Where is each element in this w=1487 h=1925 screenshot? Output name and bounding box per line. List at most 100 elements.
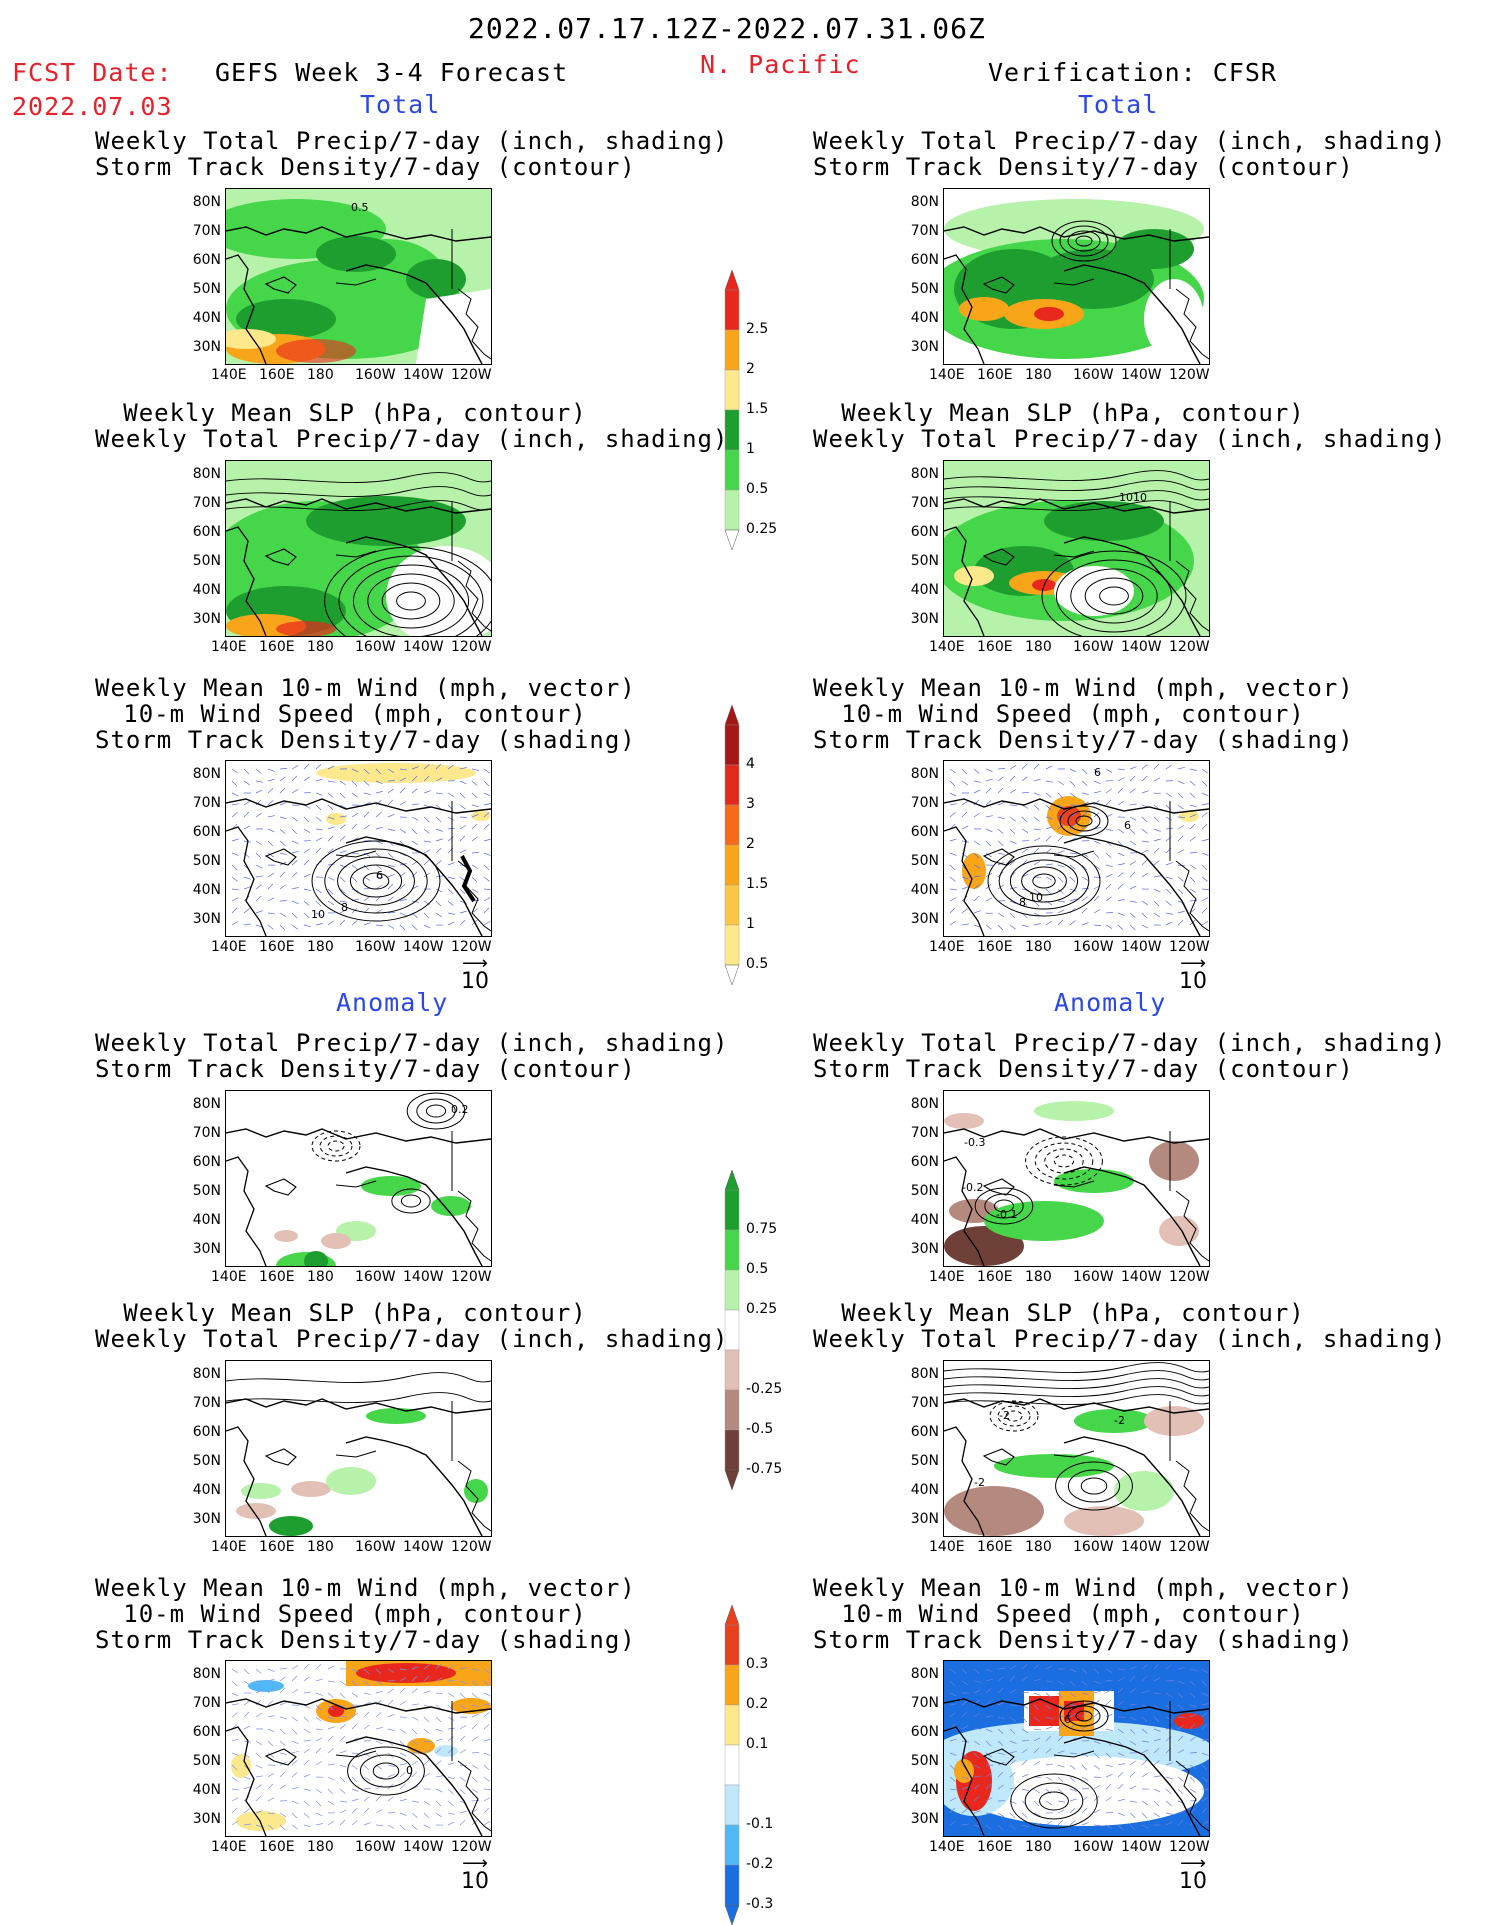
colorbar-tick-label: 0.75 bbox=[746, 1221, 778, 1237]
vector-reference: ⟶ 10 bbox=[455, 953, 495, 995]
lon-tick-label: 180 bbox=[307, 1839, 334, 1855]
contour-label: 6 bbox=[1124, 819, 1131, 832]
panel-title: Weekly Mean 10-m Wind (mph, vector) 10-m… bbox=[95, 1574, 636, 1654]
lat-tick-label: 40N bbox=[192, 1782, 221, 1798]
lat-tick-label: 60N bbox=[910, 1724, 939, 1740]
lon-tick-label: 160W bbox=[355, 639, 396, 655]
colorbar-swatch bbox=[724, 1664, 740, 1706]
lon-tick-label: 140E bbox=[211, 639, 247, 655]
lat-tick-label: 30N bbox=[910, 1811, 939, 1827]
region-title: N. Pacific bbox=[700, 50, 861, 79]
vector-reference: ⟶ 10 bbox=[1173, 955, 1213, 995]
lat-tick-label: 80N bbox=[192, 194, 221, 210]
vector-reference: ⟶ 10 bbox=[455, 1855, 495, 1895]
colorbar-tick-label: -0.5 bbox=[746, 1421, 774, 1437]
vector-reference-value: 10 bbox=[461, 969, 489, 994]
colorbar-swatch bbox=[724, 1429, 740, 1471]
contour-label: 1010 bbox=[1119, 491, 1147, 504]
lat-tick-label: 60N bbox=[192, 524, 221, 540]
lat-tick-label: 70N bbox=[910, 1125, 939, 1141]
lat-tick-label: 60N bbox=[910, 1154, 939, 1170]
map-panel: 0.2 bbox=[225, 1090, 492, 1267]
date-range-title: 2022.07.17.12Z-2022.07.31.06Z bbox=[468, 12, 986, 45]
colorbar-tick-label: 0.25 bbox=[746, 1301, 778, 1317]
lat-tick-label: 50N bbox=[910, 853, 939, 869]
lon-tick-label: 160W bbox=[1073, 1539, 1114, 1555]
colorbar-swatch bbox=[724, 1349, 740, 1391]
lon-tick-label: 180 bbox=[1025, 1839, 1052, 1855]
lat-tick-label: 50N bbox=[910, 281, 939, 297]
colorbar-total_track bbox=[724, 705, 740, 985]
lat-tick-label: 60N bbox=[910, 824, 939, 840]
lon-tick-label: 120W bbox=[451, 1269, 492, 1285]
panel-title: Weekly Mean SLP (hPa, contour) Weekly To… bbox=[813, 399, 1447, 453]
lat-tick-label: 60N bbox=[192, 252, 221, 268]
lon-tick-label: 120W bbox=[1169, 639, 1210, 655]
lon-tick-label: 180 bbox=[307, 639, 334, 655]
lat-tick-label: 80N bbox=[192, 466, 221, 482]
lat-tick-label: 80N bbox=[910, 1366, 939, 1382]
lat-tick-label: 80N bbox=[192, 1096, 221, 1112]
colorbar-tick-label: -0.3 bbox=[746, 1896, 774, 1912]
panel-title: Weekly Mean SLP (hPa, contour) Weekly To… bbox=[95, 1299, 729, 1353]
lon-tick-label: 140E bbox=[929, 367, 965, 383]
colorbar-tick-label: 1 bbox=[746, 916, 755, 932]
lat-tick-label: 70N bbox=[192, 1125, 221, 1141]
lon-tick-label: 160E bbox=[259, 1839, 295, 1855]
lon-tick-label: 160W bbox=[355, 939, 396, 955]
colorbar-swatch bbox=[724, 924, 740, 966]
colorbar-tick-label: 1.5 bbox=[746, 401, 769, 417]
map-panel bbox=[943, 188, 1210, 365]
arrow-icon: ⟶ bbox=[462, 953, 488, 974]
colorbar-swatch bbox=[724, 1189, 740, 1231]
lat-tick-label: 80N bbox=[910, 1666, 939, 1682]
lat-tick-label: 60N bbox=[192, 824, 221, 840]
fcst-date-value: 2022.07.03 bbox=[12, 92, 173, 121]
contour-label: 0.5 bbox=[351, 201, 369, 214]
lon-tick-label: 160E bbox=[977, 1269, 1013, 1285]
lat-tick-label: 30N bbox=[192, 1241, 221, 1257]
panel-title: Weekly Mean 10-m Wind (mph, vector) 10-m… bbox=[95, 674, 636, 754]
lon-tick-label: 160W bbox=[1073, 939, 1114, 955]
contour-label: -0.2 bbox=[962, 1181, 983, 1194]
contour-label: -0.1 bbox=[996, 1208, 1017, 1221]
lat-tick-label: 50N bbox=[910, 553, 939, 569]
vector-reference: ⟶ 10 bbox=[1173, 1855, 1213, 1895]
lon-tick-label: 160E bbox=[259, 1539, 295, 1555]
lon-tick-label: 160W bbox=[355, 1269, 396, 1285]
panel-title: Weekly Mean SLP (hPa, contour) Weekly To… bbox=[95, 399, 729, 453]
contour-label: 10 bbox=[311, 908, 325, 921]
lat-tick-label: 80N bbox=[910, 194, 939, 210]
lat-tick-label: 60N bbox=[192, 1724, 221, 1740]
colorbar-swatch bbox=[724, 724, 740, 766]
contour-label: 8 bbox=[341, 901, 348, 914]
colorbar-swatch bbox=[724, 1389, 740, 1431]
lat-tick-label: 70N bbox=[192, 1695, 221, 1711]
lat-tick-label: 50N bbox=[192, 553, 221, 569]
lon-tick-label: 140E bbox=[211, 367, 247, 383]
lat-tick-label: 40N bbox=[910, 582, 939, 598]
lon-tick-label: 140E bbox=[929, 1269, 965, 1285]
map-panel: 0 bbox=[225, 1660, 492, 1837]
lon-tick-label: 140W bbox=[1121, 1269, 1162, 1285]
lon-tick-label: 180 bbox=[307, 1269, 334, 1285]
lon-tick-label: 180 bbox=[1025, 367, 1052, 383]
lat-tick-label: 60N bbox=[192, 1424, 221, 1440]
lon-tick-label: 140W bbox=[403, 639, 444, 655]
lat-tick-label: 80N bbox=[192, 1366, 221, 1382]
lat-tick-label: 50N bbox=[910, 1753, 939, 1769]
panel-title: Weekly Total Precip/7-day (inch, shading… bbox=[813, 1029, 1447, 1083]
lon-tick-label: 140W bbox=[403, 1269, 444, 1285]
colorbar-swatch bbox=[724, 1864, 740, 1906]
colorbar-tick-label: -0.25 bbox=[746, 1381, 783, 1397]
vector-reference-value: 10 bbox=[1179, 969, 1207, 994]
lat-tick-label: 50N bbox=[192, 853, 221, 869]
contour-label: 6 bbox=[1064, 1713, 1071, 1726]
lat-tick-label: 70N bbox=[910, 1695, 939, 1711]
lat-tick-label: 40N bbox=[192, 882, 221, 898]
lon-tick-label: 160E bbox=[977, 639, 1013, 655]
lat-tick-label: 40N bbox=[910, 1482, 939, 1498]
lat-tick-label: 50N bbox=[192, 1753, 221, 1769]
colorbar-swatch bbox=[724, 489, 740, 531]
lat-tick-label: 30N bbox=[192, 339, 221, 355]
